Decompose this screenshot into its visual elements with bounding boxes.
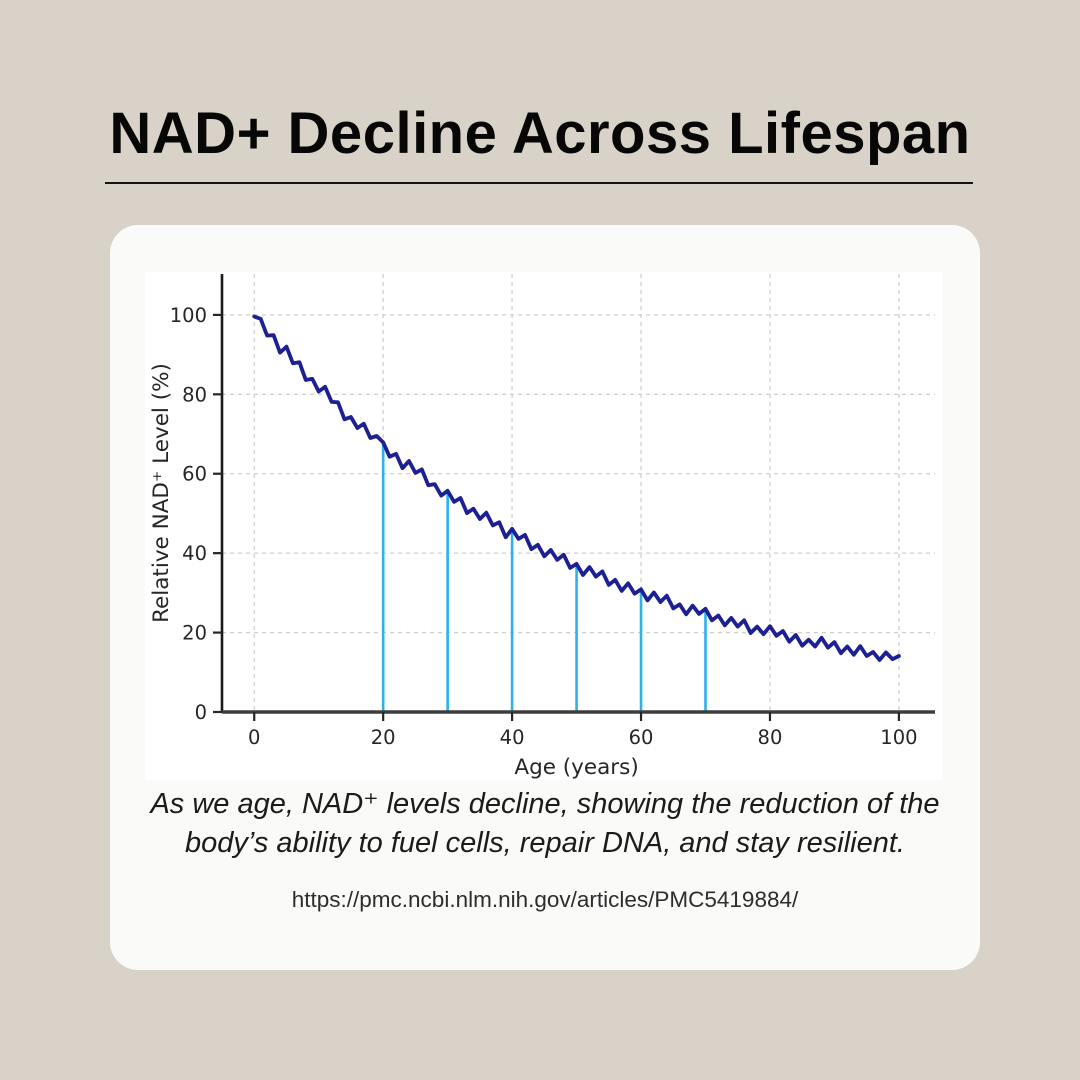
chart-caption: As we age, NAD⁺ levels decline, showing …: [110, 785, 980, 863]
x-tick-label: 40: [500, 726, 525, 749]
y-axis-label: Relative NAD⁺ Level (%): [149, 363, 174, 623]
chart-card: 0 20 40 60 80 100 0 20 40 60 80 100 Age (years) Relat…: [110, 225, 980, 970]
y-tick-label: 60: [182, 463, 207, 486]
y-tick-label: 80: [182, 383, 207, 406]
nad-decline-line-chart: 0 20 40 60 80 100 0 20 40 60 80 100 Age (years) Relat…: [149, 274, 935, 780]
y-tick-label: 100: [170, 304, 207, 327]
source-url: https://pmc.ncbi.nlm.nih.gov/articles/PM…: [291, 887, 799, 912]
chart-figure: 0 20 40 60 80 100 0 20 40 60 80 100 Age (years) Relat…: [145, 272, 942, 780]
caption-line-1: As we age, NAD⁺ levels decline, showing …: [150, 788, 940, 820]
x-tick-label: 80: [758, 726, 783, 749]
x-tick-label: 0: [248, 726, 260, 749]
y-tick-label: 0: [195, 701, 207, 724]
x-tick-label: 100: [880, 726, 917, 749]
x-axis-label: Age (years): [514, 755, 638, 780]
x-tick-label: 60: [629, 726, 654, 749]
y-tick-label: 40: [182, 542, 207, 565]
page-title: NAD+ Decline Across Lifespan: [109, 101, 971, 166]
nad-level-curve: [252, 314, 901, 662]
y-tick-label: 20: [182, 622, 207, 645]
title-divider: [105, 182, 973, 184]
caption-line-2: body’s ability to fuel cells, repair DNA…: [185, 827, 905, 859]
x-tick-label: 20: [371, 726, 396, 749]
